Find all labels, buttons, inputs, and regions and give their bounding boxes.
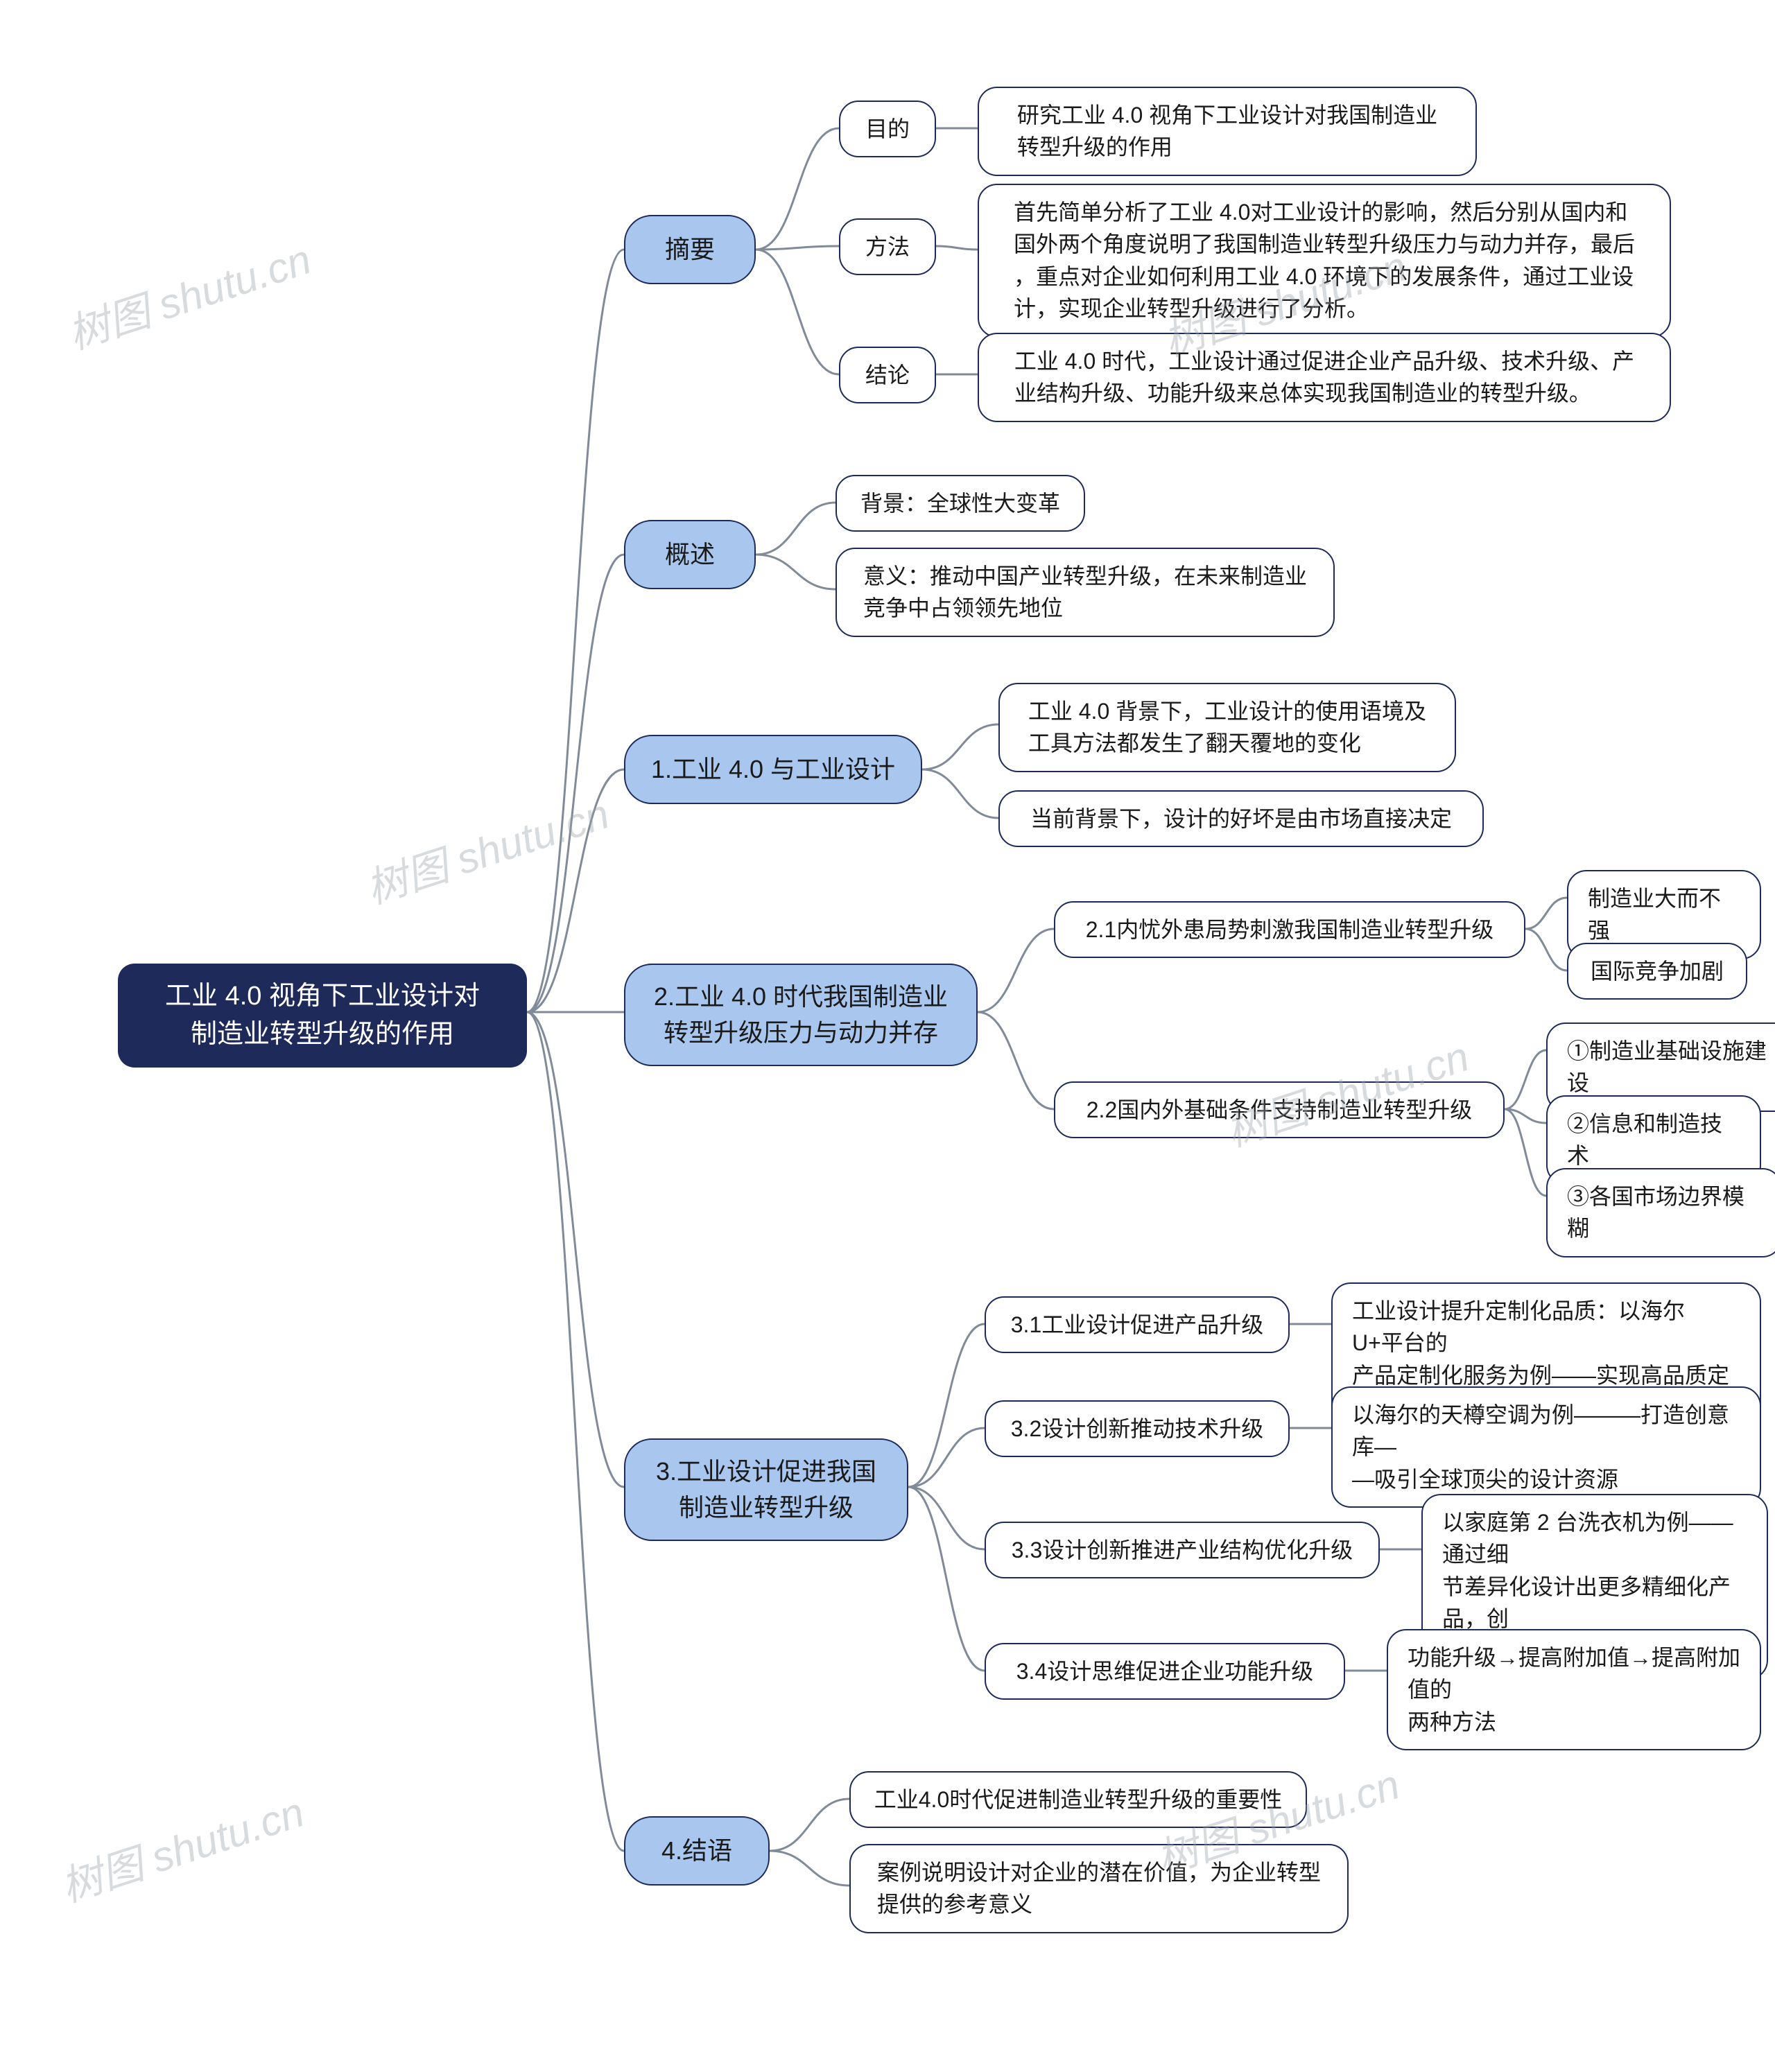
watermark: 树图 shutu.cn xyxy=(59,226,318,361)
branch-b0: 摘要 xyxy=(624,215,756,284)
branch-b5: 4.结语 xyxy=(624,1816,770,1886)
node-b5c0: 工业4.0时代促进制造业转型升级的重要性 xyxy=(849,1771,1307,1828)
node-b2c0: 工业 4.0 背景下，工业设计的使用语境及工具方法都发生了翻天覆地的变化 xyxy=(998,683,1456,772)
root-node: 工业 4.0 视角下工业设计对制造业转型升级的作用 xyxy=(118,964,527,1068)
node-b0c1a: 首先简单分析了工业 4.0对工业设计的影响，然后分别从国内和国外两个角度说明了我… xyxy=(978,184,1671,338)
node-b1c0: 背景：全球性大变革 xyxy=(835,475,1085,532)
node-b0c2: 结论 xyxy=(839,347,936,403)
node-b4c0: 3.1工业设计促进产品升级 xyxy=(985,1296,1290,1353)
node-b5c1: 案例说明设计对企业的潜在价值，为企业转型提供的参考意义 xyxy=(849,1844,1349,1933)
watermark: 树图 shutu.cn xyxy=(52,1779,311,1914)
node-b0c1: 方法 xyxy=(839,218,936,275)
node-b3c1: 2.2国内外基础条件支持制造业转型升级 xyxy=(1054,1081,1505,1138)
node-b0c0: 目的 xyxy=(839,101,936,157)
node-b4c1: 3.2设计创新推动技术升级 xyxy=(985,1400,1290,1457)
branch-b2: 1.工业 4.0 与工业设计 xyxy=(624,735,922,804)
node-b3c0: 2.1内忧外患局势刺激我国制造业转型升级 xyxy=(1054,901,1525,958)
branch-b4: 3.工业设计促进我国制造业转型升级 xyxy=(624,1438,908,1541)
branch-b3: 2.工业 4.0 时代我国制造业转型升级压力与动力并存 xyxy=(624,964,978,1066)
node-b4c2: 3.3设计创新推进产业结构优化升级 xyxy=(985,1522,1380,1578)
node-b4c1a: 以海尔的天樽空调为例———打造创意库——吸引全球顶尖的设计资源 xyxy=(1331,1386,1761,1508)
node-b4c3a: 功能升级→提高附加值→提高附加值的两种方法 xyxy=(1387,1629,1761,1750)
node-b0c2a: 工业 4.0 时代，工业设计通过促进企业产品升级、技术升级、产业结构升级、功能升… xyxy=(978,333,1671,422)
watermark: 树图 shutu.cn xyxy=(357,781,616,916)
branch-b1: 概述 xyxy=(624,520,756,589)
node-b0c0a: 研究工业 4.0 视角下工业设计对我国制造业转型升级的作用 xyxy=(978,87,1477,176)
node-b3c1c: ③各国市场边界模糊 xyxy=(1546,1168,1775,1257)
node-b2c1: 当前背景下，设计的好坏是由市场直接决定 xyxy=(998,790,1484,847)
node-b3c0b: 国际竞争加剧 xyxy=(1567,943,1747,1000)
node-b1c1: 意义：推动中国产业转型升级，在未来制造业竞争中占领领先地位 xyxy=(835,548,1335,637)
node-b4c3: 3.4设计思维促进企业功能升级 xyxy=(985,1643,1345,1700)
